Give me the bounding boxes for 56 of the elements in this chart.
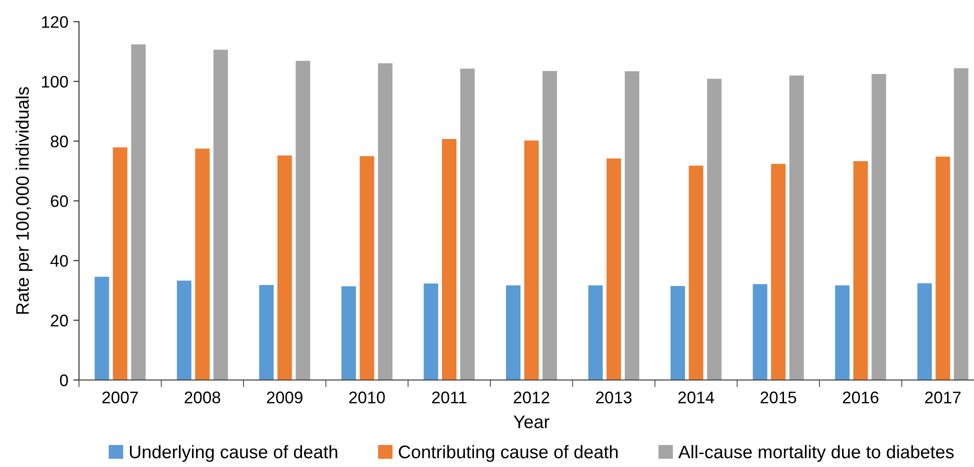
x-tick-label: 2009 — [266, 392, 302, 404]
bar — [853, 161, 868, 380]
bar — [460, 68, 475, 380]
bar — [606, 158, 622, 380]
bar — [176, 280, 192, 380]
x-tick-label: 2012 — [514, 392, 550, 404]
y-tick-label: 60 — [50, 195, 68, 208]
bar — [360, 156, 374, 380]
bar — [442, 139, 456, 380]
x-tick-label: 2011 — [432, 392, 466, 404]
bar — [213, 50, 228, 380]
bar — [131, 44, 146, 380]
legend-label: Underlying cause of death — [130, 445, 338, 462]
bar — [771, 164, 786, 380]
x-axis-title: Year — [514, 416, 550, 428]
bar — [670, 286, 686, 380]
bar — [277, 155, 292, 380]
bar — [524, 140, 539, 380]
bar — [688, 166, 704, 380]
y-tick-label: 120 — [42, 16, 68, 28]
legend-label: Contributing cause of death — [398, 445, 618, 462]
bar — [835, 285, 850, 380]
bar — [954, 68, 968, 380]
y-tick-label: 40 — [50, 254, 68, 267]
bar — [707, 78, 722, 380]
x-tick-label: 2007 — [102, 392, 138, 404]
x-tick-label: 2008 — [184, 392, 220, 404]
bar — [872, 74, 886, 380]
bar — [341, 286, 356, 380]
bar — [624, 71, 640, 380]
y-tick-label: 0 — [60, 374, 68, 386]
x-tick-label: 2015 — [760, 392, 796, 404]
bar — [112, 147, 128, 380]
x-tick-label: 2017 — [925, 392, 961, 404]
bar — [789, 75, 804, 380]
y-tick-label: 20 — [50, 314, 68, 326]
y-axis-title: Rate per 100,000 individuals — [16, 87, 32, 314]
bar — [542, 70, 558, 380]
x-tick-label: 2010 — [349, 392, 385, 404]
bar — [94, 276, 110, 380]
bar — [424, 284, 438, 380]
bar — [506, 285, 520, 380]
bar — [752, 284, 768, 380]
bar — [195, 148, 210, 380]
bar — [588, 285, 603, 380]
bar — [259, 285, 274, 380]
legend-label: All-cause mortality due to diabetes — [678, 445, 954, 462]
y-tick-label: 100 — [42, 76, 68, 88]
x-tick-label: 2016 — [842, 392, 878, 404]
bar — [936, 156, 950, 380]
y-tick-label: 80 — [50, 136, 68, 148]
bar — [296, 60, 310, 380]
bar — [917, 283, 932, 380]
x-tick-label: 2013 — [596, 392, 632, 404]
x-tick-label: 2014 — [678, 392, 714, 404]
bar — [378, 63, 392, 380]
